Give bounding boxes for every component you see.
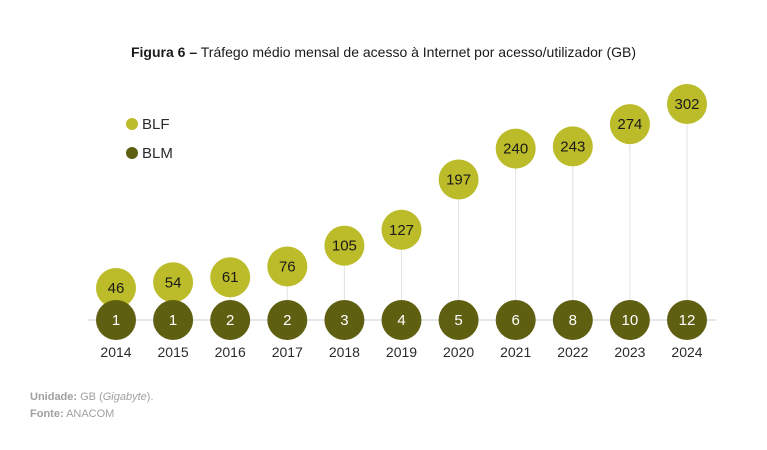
blf-data-label: 61	[222, 269, 239, 286]
x-tick-label: 2019	[386, 344, 417, 360]
chart-title: Figura 6 – Tráfego médio mensal de acess…	[0, 44, 767, 60]
blf-point	[153, 262, 194, 303]
x-tick-label: 2014	[100, 344, 131, 360]
blf-point	[381, 209, 422, 250]
x-tick-label: 2016	[215, 344, 246, 360]
blm-data-label: 2	[283, 312, 291, 329]
blm-data-label: 12	[679, 312, 696, 329]
blm-point	[210, 300, 251, 340]
blm-data-label: 6	[512, 312, 520, 329]
unit-footnote: Unidade: GB (Gigabyte).	[30, 391, 154, 403]
blf-point	[609, 104, 650, 145]
legend: BLF BLM	[126, 116, 173, 162]
x-tick-label: 2020	[443, 344, 474, 360]
x-tick-label: 2017	[272, 344, 303, 360]
unit-label: Unidade:	[30, 391, 78, 403]
blf-data-label: 54	[165, 274, 182, 291]
blf-data-label: 240	[503, 141, 528, 158]
unit-text-before: GB (	[80, 391, 103, 403]
blf-data-label: 105	[332, 238, 357, 255]
x-tick-label: 2022	[557, 344, 588, 360]
blm-data-label: 1	[169, 312, 177, 329]
blm-series: 1 1 2 2 3 4 5 6 8 10 12	[96, 300, 707, 340]
legend-entry: BLF	[142, 116, 170, 133]
blf-data-label: 46	[108, 280, 125, 297]
blm-point	[609, 300, 650, 340]
blm-point	[438, 300, 479, 340]
blf-point	[96, 268, 136, 308]
unit-text-italic: Gigabyte	[102, 391, 147, 403]
legend-entry: BLM	[142, 145, 173, 162]
x-axis-ticks: 2014 2015 2016 2017 2018 2019 2020 2021 2022 2023…	[100, 344, 702, 360]
x-tick-label: 2018	[329, 344, 360, 360]
blm-point	[667, 300, 707, 340]
blm-point	[324, 300, 365, 340]
blf-series: 46 54 61 76 105 127 197 240 243 274 302	[96, 84, 707, 308]
blf-data-label: 302	[674, 96, 699, 113]
blf-data-label: 243	[560, 138, 585, 155]
x-tick-label: 2021	[500, 344, 531, 360]
x-tick-label: 2024	[671, 344, 702, 360]
blm-data-label: 5	[454, 312, 462, 329]
blm-data-label: 1	[112, 312, 120, 329]
blm-point	[267, 300, 308, 340]
blm-point	[495, 300, 536, 340]
x-tick-label: 2023	[614, 344, 645, 360]
blm-point	[96, 300, 136, 340]
blm-data-label: 2	[226, 312, 234, 329]
chart-title-prefix: Figura 6 –	[130, 44, 198, 60]
blm-point	[381, 300, 422, 340]
blm-point	[153, 300, 194, 340]
blf-point	[552, 126, 593, 167]
blf-data-label: 127	[389, 222, 414, 239]
chart-title-text: Tráfego médio mensal de acesso à Interne…	[200, 44, 637, 60]
blm-data-label: 10	[622, 312, 639, 329]
legend-marker	[126, 147, 138, 159]
blf-data-label: 274	[617, 116, 642, 133]
blf-point	[210, 257, 251, 298]
blf-point	[667, 84, 707, 124]
blf-data-label: 76	[279, 258, 296, 275]
blm-data-label: 8	[569, 312, 577, 329]
unit-text-after: ).	[146, 391, 154, 403]
blf-point	[324, 225, 365, 266]
source-label: Fonte:	[30, 408, 64, 420]
blm-data-label: 4	[397, 312, 405, 329]
blf-point	[267, 246, 308, 287]
blm-point	[552, 300, 593, 340]
legend-marker	[126, 118, 138, 130]
source-text: ANACOM	[66, 408, 115, 420]
blm-data-label: 3	[340, 312, 348, 329]
blf-point	[495, 128, 536, 169]
blf-point	[438, 159, 479, 200]
x-tick-label: 2015	[158, 344, 189, 360]
blf-data-label: 197	[446, 171, 471, 188]
source-footnote: Fonte: ANACOM	[30, 408, 114, 420]
